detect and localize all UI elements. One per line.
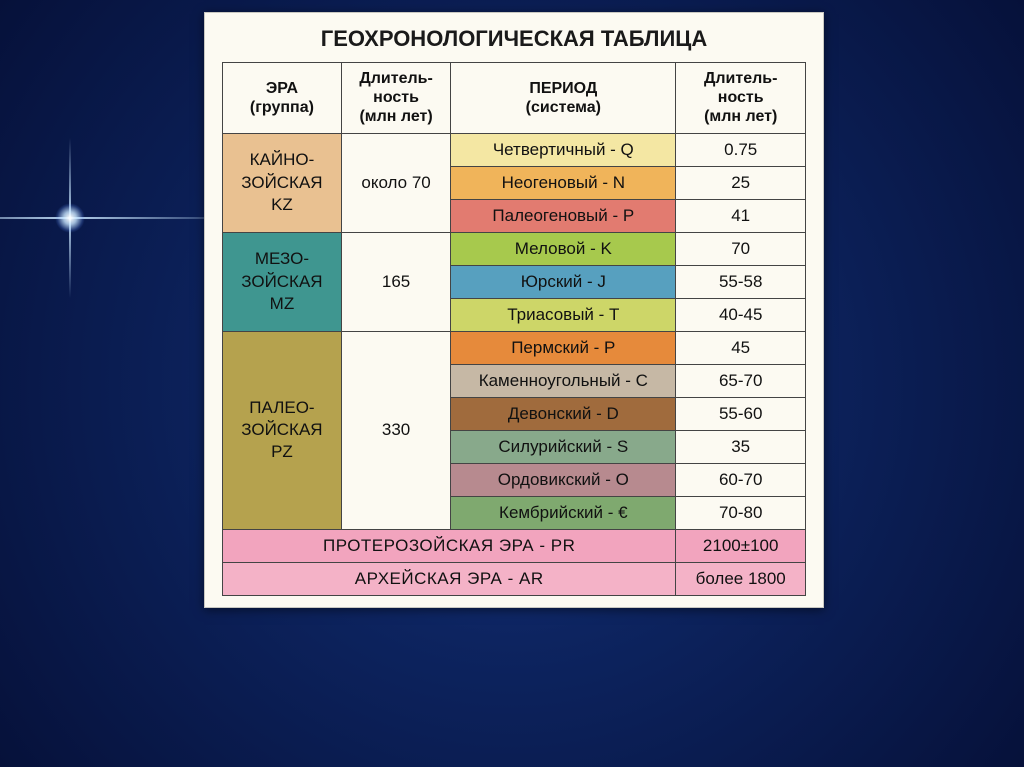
- col-era: ЭРА (группа): [223, 63, 342, 134]
- table-row: ПАЛЕО-ЗОЙСКАЯPZ330Пермский - P45: [223, 331, 806, 364]
- era-duration-cell: 330: [341, 331, 450, 529]
- table-row: ПРОТЕРОЗОЙСКАЯ ЭРА - PR2100±100: [223, 529, 806, 562]
- period-duration-cell: 55-58: [676, 265, 806, 298]
- era-duration-cell: 165: [341, 232, 450, 331]
- geochronology-table: ЭРА (группа) Длитель- ность (млн лет) ПЕ…: [222, 62, 806, 596]
- period-duration-cell: 70: [676, 232, 806, 265]
- period-duration-cell: 65-70: [676, 364, 806, 397]
- col-era-duration: Длитель- ность (млн лет): [341, 63, 450, 134]
- bottom-era-duration: более 1800: [676, 562, 806, 595]
- period-cell: Неогеновый - N: [451, 166, 676, 199]
- period-duration-cell: 45: [676, 331, 806, 364]
- bottom-era-label: ПРОТЕРОЗОЙСКАЯ ЭРА - PR: [223, 529, 676, 562]
- period-cell: Кембрийский - €: [451, 496, 676, 529]
- period-duration-cell: 25: [676, 166, 806, 199]
- period-duration-cell: 70-80: [676, 496, 806, 529]
- period-duration-cell: 60-70: [676, 463, 806, 496]
- table-row: КАЙНО-ЗОЙСКАЯKZоколо 70Четвертичный - Q0…: [223, 133, 806, 166]
- period-cell: Ордовикский - O: [451, 463, 676, 496]
- period-cell: Палеогеновый - P: [451, 199, 676, 232]
- table-panel: ГЕОХРОНОЛОГИЧЕСКАЯ ТАБЛИЦА ЭРА (группа) …: [204, 12, 824, 608]
- period-duration-cell: 41: [676, 199, 806, 232]
- table-row: МЕЗО-ЗОЙСКАЯMZ165Меловой - K70: [223, 232, 806, 265]
- period-duration-cell: 40-45: [676, 298, 806, 331]
- era-duration-cell: около 70: [341, 133, 450, 232]
- era-cell: ПАЛЕО-ЗОЙСКАЯPZ: [223, 331, 342, 529]
- period-cell: Триасовый - T: [451, 298, 676, 331]
- bottom-era-duration: 2100±100: [676, 529, 806, 562]
- period-cell: Девонский - D: [451, 397, 676, 430]
- period-cell: Четвертичный - Q: [451, 133, 676, 166]
- period-cell: Юрский - J: [451, 265, 676, 298]
- period-duration-cell: 55-60: [676, 397, 806, 430]
- table-row: АРХЕЙСКАЯ ЭРА - ARболее 1800: [223, 562, 806, 595]
- panel-title: ГЕОХРОНОЛОГИЧЕСКАЯ ТАБЛИЦА: [222, 26, 806, 52]
- era-cell: МЕЗО-ЗОЙСКАЯMZ: [223, 232, 342, 331]
- period-duration-cell: 35: [676, 430, 806, 463]
- slide-background: ГЕОХРОНОЛОГИЧЕСКАЯ ТАБЛИЦА ЭРА (группа) …: [0, 0, 1024, 767]
- period-duration-cell: 0.75: [676, 133, 806, 166]
- col-period-duration: Длитель- ность (млн лет): [676, 63, 806, 134]
- period-cell: Силурийский - S: [451, 430, 676, 463]
- period-cell: Каменноугольный - C: [451, 364, 676, 397]
- period-cell: Пермский - P: [451, 331, 676, 364]
- era-cell: КАЙНО-ЗОЙСКАЯKZ: [223, 133, 342, 232]
- col-period: ПЕРИОД (система): [451, 63, 676, 134]
- header-row: ЭРА (группа) Длитель- ность (млн лет) ПЕ…: [223, 63, 806, 134]
- bottom-era-label: АРХЕЙСКАЯ ЭРА - AR: [223, 562, 676, 595]
- period-cell: Меловой - K: [451, 232, 676, 265]
